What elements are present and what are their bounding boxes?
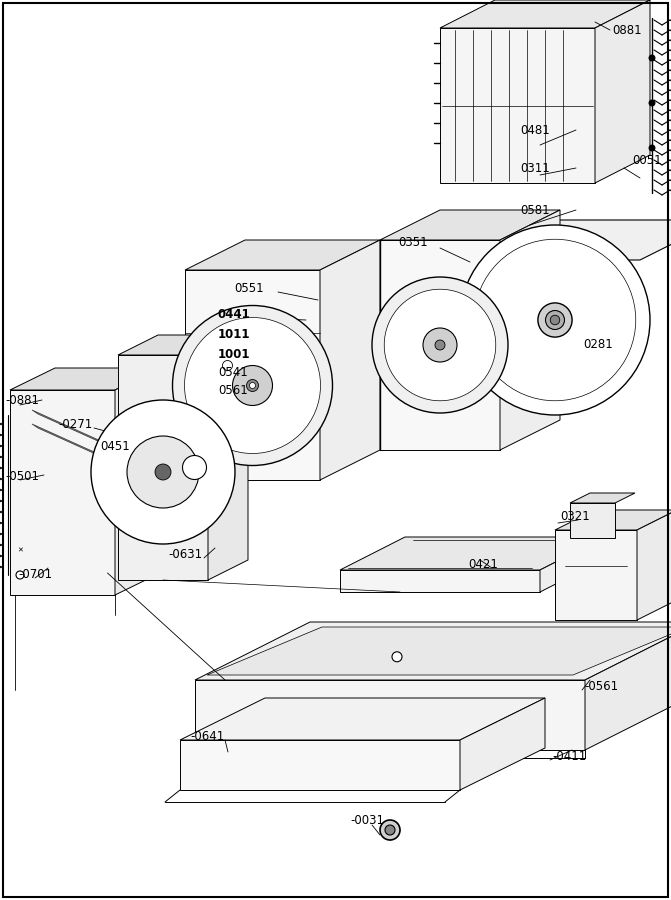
Polygon shape: [32, 410, 140, 460]
Circle shape: [460, 225, 650, 415]
Text: 0281: 0281: [583, 338, 613, 352]
Circle shape: [538, 303, 572, 338]
Polygon shape: [118, 335, 248, 355]
Polygon shape: [340, 570, 540, 592]
Circle shape: [385, 825, 395, 835]
Text: 0481: 0481: [520, 123, 550, 137]
Circle shape: [649, 55, 655, 61]
Polygon shape: [570, 503, 615, 538]
Circle shape: [546, 310, 564, 329]
Polygon shape: [320, 240, 380, 480]
Circle shape: [423, 328, 457, 362]
Polygon shape: [502, 248, 562, 310]
Text: -0701: -0701: [18, 569, 52, 581]
Circle shape: [550, 315, 560, 325]
Polygon shape: [555, 510, 671, 530]
Circle shape: [232, 365, 272, 406]
Circle shape: [16, 571, 24, 579]
Circle shape: [127, 436, 199, 508]
Polygon shape: [440, 0, 650, 28]
Polygon shape: [215, 328, 255, 383]
Circle shape: [183, 455, 207, 480]
Circle shape: [649, 100, 655, 106]
Text: -0031: -0031: [350, 814, 384, 827]
Text: 0311: 0311: [520, 161, 550, 175]
Polygon shape: [440, 28, 595, 183]
Polygon shape: [380, 220, 671, 260]
Circle shape: [649, 145, 655, 151]
Polygon shape: [185, 240, 380, 270]
Polygon shape: [32, 424, 140, 474]
Polygon shape: [570, 493, 635, 503]
Text: -0271: -0271: [58, 418, 92, 430]
Polygon shape: [560, 255, 625, 316]
Polygon shape: [380, 240, 500, 450]
Text: 0581: 0581: [520, 203, 550, 217]
Circle shape: [185, 318, 321, 454]
Polygon shape: [185, 270, 320, 480]
Polygon shape: [10, 390, 115, 595]
Polygon shape: [10, 368, 160, 390]
Circle shape: [91, 400, 235, 544]
Text: 1011: 1011: [218, 328, 250, 340]
Text: 0541: 0541: [218, 365, 248, 379]
Text: ✕: ✕: [17, 547, 23, 553]
Polygon shape: [555, 530, 637, 620]
Text: 1001: 1001: [218, 347, 250, 361]
Text: 0321: 0321: [560, 509, 590, 523]
Polygon shape: [380, 210, 560, 240]
Text: -0561: -0561: [584, 680, 618, 692]
Text: -0631: -0631: [168, 548, 202, 562]
Text: -0501: -0501: [5, 470, 39, 482]
Polygon shape: [500, 210, 560, 450]
Polygon shape: [595, 0, 650, 183]
Circle shape: [172, 305, 333, 465]
Text: 0551: 0551: [234, 282, 264, 294]
Polygon shape: [180, 740, 460, 790]
Polygon shape: [585, 622, 671, 750]
Circle shape: [223, 361, 232, 371]
Polygon shape: [637, 510, 671, 620]
Polygon shape: [460, 698, 545, 790]
Polygon shape: [484, 291, 541, 356]
Circle shape: [392, 652, 402, 662]
Text: 0441: 0441: [218, 308, 251, 320]
Circle shape: [380, 820, 400, 840]
Polygon shape: [566, 320, 626, 382]
Polygon shape: [507, 336, 570, 392]
Polygon shape: [115, 368, 160, 595]
Text: 0351: 0351: [398, 236, 427, 248]
Circle shape: [435, 340, 445, 350]
Polygon shape: [195, 680, 585, 750]
Polygon shape: [208, 335, 248, 580]
Circle shape: [250, 382, 256, 389]
Circle shape: [474, 239, 635, 400]
Text: 0451: 0451: [100, 439, 130, 453]
Circle shape: [384, 289, 496, 400]
Text: -0881: -0881: [5, 393, 39, 407]
Circle shape: [246, 380, 258, 392]
Polygon shape: [340, 537, 605, 570]
Text: 0561: 0561: [218, 384, 248, 398]
Circle shape: [155, 464, 171, 480]
Text: 0881: 0881: [612, 23, 641, 37]
Polygon shape: [207, 627, 671, 675]
Text: 0421: 0421: [468, 559, 498, 572]
Circle shape: [372, 277, 508, 413]
Text: 0051: 0051: [632, 154, 662, 166]
Polygon shape: [540, 537, 605, 592]
Polygon shape: [195, 622, 671, 680]
Polygon shape: [180, 698, 545, 740]
Text: -0411: -0411: [552, 750, 586, 762]
Polygon shape: [118, 355, 208, 580]
Text: -0641: -0641: [190, 730, 224, 742]
